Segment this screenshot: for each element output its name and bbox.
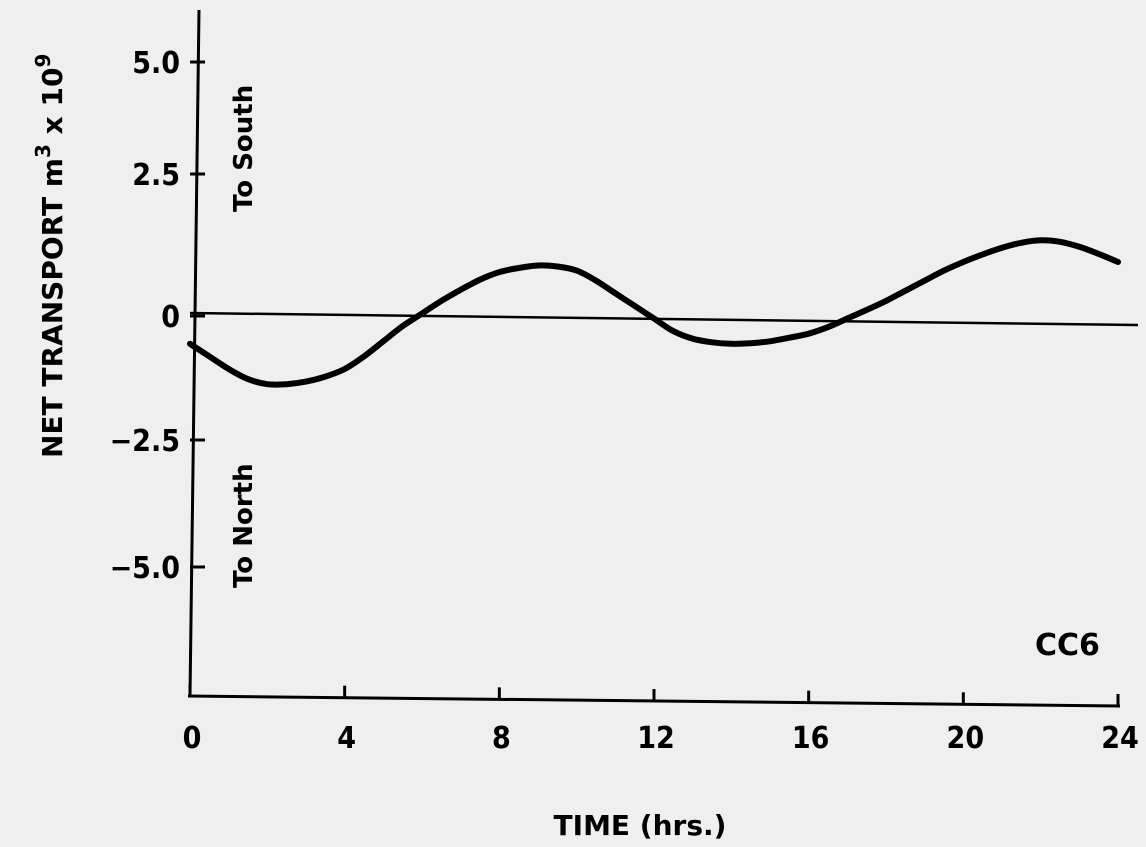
y-tick-label: 0 [161,300,180,335]
direction-label-north: To North [229,463,259,588]
y-tick-label: −2.5 [110,424,180,459]
x-tick-label: 4 [337,721,356,756]
transport-series-line [187,237,1121,388]
y-tick-label: 5.0 [132,46,180,81]
y-tick-label: −5.0 [110,551,180,586]
x-axis-title: TIME (hrs.) [554,809,727,842]
direction-label-south: To South [229,85,259,212]
x-tick-label: 24 [1101,721,1139,756]
y-axis-title-part: x 10 [36,68,69,145]
x-tick-label: 0 [183,721,202,756]
y-axis-title-part: 3 [31,144,55,158]
y-axis-line [188,9,201,697]
y-axis-title: NET TRANSPORT m3 x 109 [31,54,69,458]
x-tick-label: 12 [637,721,675,756]
y-tick-label: 2.5 [132,158,180,193]
zero-baseline [189,311,1139,327]
x-tick-label: 16 [792,721,830,756]
x-tick-label: 20 [947,721,985,756]
y-axis-title-part: 9 [31,54,55,68]
annotation-cc6: CC6 [1035,628,1100,663]
y-axis-title-part: NET TRANSPORT m [36,158,69,458]
x-tick-label: 8 [492,721,511,756]
